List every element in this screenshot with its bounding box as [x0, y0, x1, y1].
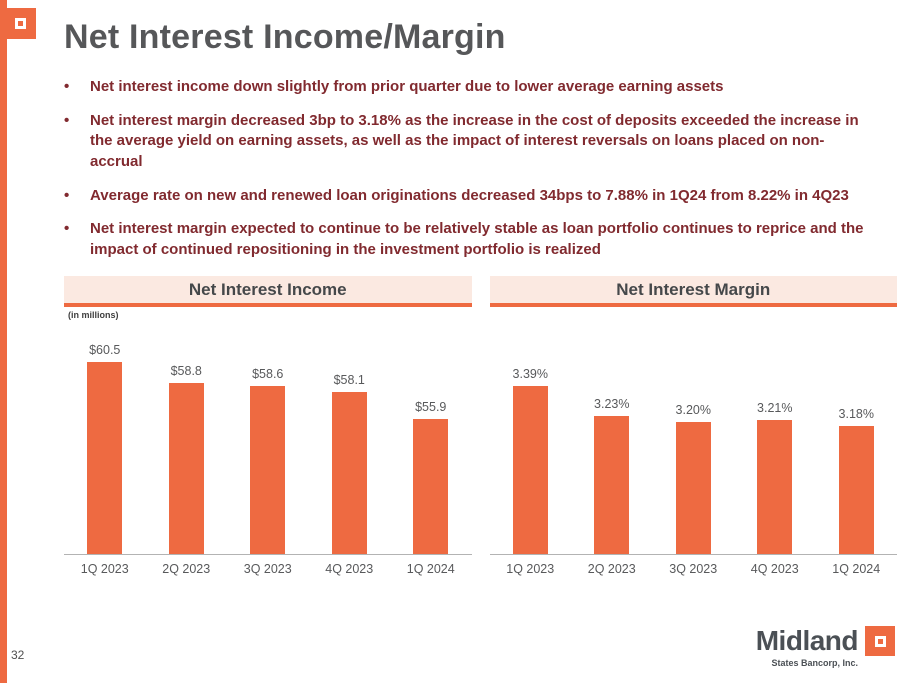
- category-label: 3Q 2023: [669, 561, 718, 576]
- bar: [331, 391, 367, 554]
- footer-brand-logo: Midland States Bancorp, Inc.: [756, 626, 895, 668]
- chart-plot: $60.5 $58.8 $58.6 $58.1 $55.9: [64, 325, 472, 555]
- brand-subtitle: States Bancorp, Inc.: [771, 658, 858, 668]
- chart-net-interest-income: Net Interest Income (in millions) $60.5 $…: [64, 275, 472, 576]
- chart-net-interest-margin: Net Interest Margin 3.39% 3.23% 3.20% 3.21%…: [489, 275, 898, 576]
- bar: [168, 382, 204, 554]
- chart-categories: 1Q 2023 2Q 2023 3Q 2023 4Q 2023 1Q 2024: [64, 562, 472, 576]
- chart-categories: 1Q 2023 2Q 2023 3Q 2023 4Q 2023 1Q 2024: [490, 562, 898, 576]
- bar-value-label: $60.5: [89, 342, 121, 357]
- bar-value-label: 3.39%: [512, 366, 548, 381]
- bullet-item: • Net interest margin decreased 3bp to 3.…: [64, 111, 897, 173]
- category-label: 4Q 2023: [325, 561, 374, 576]
- bullet-glyph: •: [64, 78, 70, 95]
- page-number: 32: [11, 648, 25, 662]
- bar-column: $55.9: [392, 400, 469, 554]
- bullet-item: • Net interest income down slightly from …: [64, 77, 897, 98]
- brand-name: Midland: [755, 625, 859, 656]
- bar: [675, 421, 711, 554]
- category-label: 2Q 2023: [587, 561, 636, 576]
- bullet-text: Average rate on new and renewed loan ori…: [90, 186, 849, 204]
- category-label: 1Q 2023: [80, 561, 129, 576]
- bar-column: $58.1: [311, 373, 388, 554]
- bar-column: 3.20%: [655, 403, 732, 554]
- bar-value-label: $58.6: [252, 366, 284, 381]
- bar-column: 3.23%: [573, 397, 650, 554]
- bullet-text: Net interest margin decreased 3bp to 3.1…: [90, 111, 859, 171]
- category-label: 1Q 2024: [832, 561, 881, 576]
- bar-value-label: $55.9: [415, 399, 447, 414]
- bar-column: 3.21%: [736, 401, 813, 554]
- category-label: 2Q 2023: [162, 561, 211, 576]
- chart-title: Net Interest Income: [64, 275, 472, 303]
- category-label: 3Q 2023: [243, 561, 292, 576]
- footer-brand-row: Midland: [756, 626, 895, 656]
- bar-value-label: $58.8: [170, 363, 202, 378]
- bullet-glyph: •: [64, 111, 70, 129]
- bar: [757, 419, 793, 554]
- chart-title: Net Interest Margin: [489, 275, 897, 303]
- left-accent-strip: [0, 0, 7, 683]
- brand-mark-inner-square: [15, 18, 26, 29]
- bullet-item: • Average rate on new and renewed loan or…: [64, 186, 897, 207]
- brand-mark-inner-square: [874, 635, 886, 647]
- bullet-list: • Net interest income down slightly from …: [64, 77, 897, 261]
- bullet-text: Net interest margin expected to continue…: [90, 220, 864, 259]
- category-label: 4Q 2023: [750, 561, 799, 576]
- bar-value-label: 3.23%: [594, 396, 630, 411]
- chart-title-underline: [64, 302, 472, 307]
- bullet-text: Net interest income down slightly from p…: [90, 78, 724, 95]
- page-title: Net Interest Income/Margin: [64, 18, 506, 56]
- bullet-glyph: •: [64, 186, 70, 204]
- bar-value-label: 3.18%: [838, 406, 874, 421]
- bar: [594, 415, 630, 554]
- brand-mark-icon: [5, 8, 36, 39]
- charts-row: Net Interest Income (in millions) $60.5 $…: [64, 275, 898, 576]
- bar-column: $58.6: [229, 367, 306, 554]
- bar: [838, 425, 874, 554]
- brand-mark-icon: [865, 626, 895, 656]
- bullet-item: • Net interest margin expected to continu…: [64, 219, 897, 260]
- category-label: 1Q 2024: [406, 561, 455, 576]
- chart-title-underline: [489, 302, 897, 307]
- bar-column: $60.5: [66, 343, 143, 554]
- bar-column: 3.18%: [818, 407, 895, 554]
- bar-value-label: $58.1: [333, 372, 365, 387]
- bar-value-label: 3.20%: [675, 402, 711, 417]
- bullet-glyph: •: [64, 220, 70, 238]
- bar: [250, 385, 286, 554]
- bar: [512, 385, 548, 554]
- category-label: 1Q 2023: [506, 561, 555, 576]
- bar: [413, 418, 449, 554]
- chart-plot: 3.39% 3.23% 3.20% 3.21% 3.18%: [489, 325, 897, 555]
- bar: [87, 361, 123, 554]
- bar-column: $58.8: [148, 364, 225, 554]
- chart-units-note: (in millions): [68, 309, 119, 320]
- bar-value-label: 3.21%: [757, 400, 793, 415]
- chart-units-note: [494, 310, 898, 325]
- slide-content: Net Interest Income/Margin • Net interest…: [64, 18, 897, 576]
- bar-column: 3.39%: [492, 367, 569, 554]
